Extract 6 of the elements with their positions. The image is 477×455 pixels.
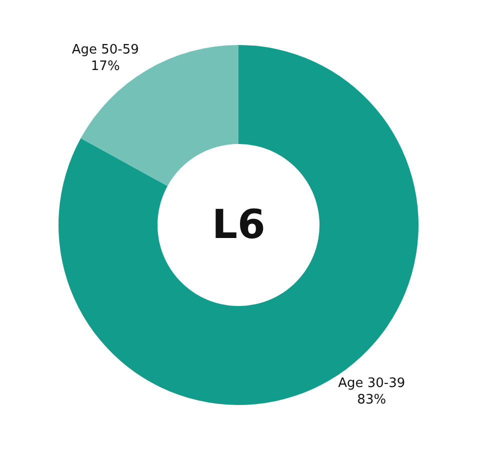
data-label: 83% <box>357 392 386 408</box>
slice-label: Age 50-59 <box>72 42 139 58</box>
donut-slice <box>58 45 418 405</box>
data-label: 17% <box>90 59 120 74</box>
text: L6 <box>212 202 266 248</box>
slice-label: Age 30-39 <box>338 376 406 391</box>
